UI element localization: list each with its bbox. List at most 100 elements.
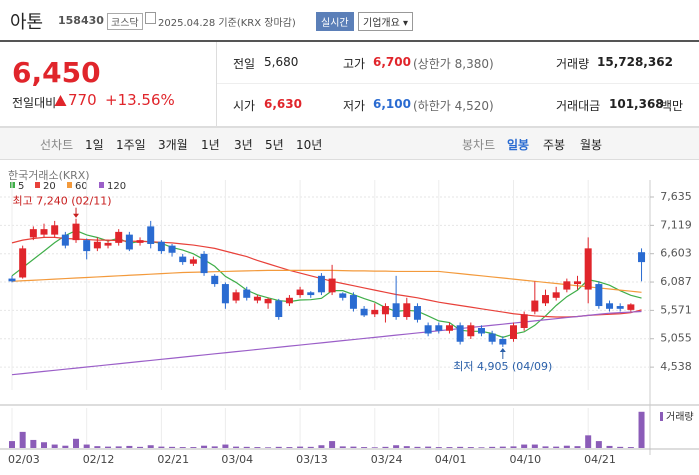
- tab[interactable]: 월봉: [580, 138, 603, 152]
- tab[interactable]: 1일: [85, 138, 104, 152]
- candle-body: [403, 303, 411, 318]
- candle-body: [606, 303, 614, 309]
- volume-bar: [339, 446, 346, 448]
- quote-label: 시가: [233, 99, 256, 113]
- tab[interactable]: 3년: [234, 138, 253, 152]
- volume-bar: [105, 446, 112, 448]
- volume-bar: [542, 446, 549, 448]
- volume-bar: [318, 445, 325, 448]
- candle-body: [83, 240, 91, 252]
- quote-value: 6,100: [373, 97, 411, 111]
- candle-body: [467, 325, 475, 337]
- candle-body: [328, 278, 336, 293]
- legend-swatch: [99, 182, 104, 188]
- y-tick-label: 7,635: [660, 190, 692, 203]
- candle-body: [381, 306, 389, 315]
- stock-name: 아톤: [10, 12, 44, 33]
- candle-body: [8, 278, 16, 282]
- source: 한국거래소(KRX): [8, 169, 90, 182]
- volume-bar: [9, 441, 15, 448]
- volume-bar: [371, 447, 378, 448]
- volume-bar: [137, 446, 144, 448]
- candle-body: [563, 281, 571, 290]
- quote-note: (상한가 8,380): [413, 57, 494, 71]
- candle-body: [595, 284, 603, 307]
- x-tick-label: 02/21: [157, 453, 189, 466]
- candle-body: [72, 223, 80, 241]
- tab[interactable]: 선차트: [40, 138, 74, 152]
- volume-bar: [222, 444, 229, 448]
- volume-bar: [638, 411, 645, 448]
- candle-body: [552, 292, 560, 298]
- quote-label: 거래량: [556, 57, 590, 71]
- volume-bar: [510, 446, 517, 448]
- annotation: 최저 4,905 (04/09): [453, 360, 552, 373]
- volume-bar: [83, 444, 90, 448]
- annotation-arrow: [499, 347, 506, 352]
- moving-average: [11, 269, 642, 293]
- tab[interactable]: 5년: [265, 138, 284, 152]
- candle-body: [232, 292, 240, 301]
- volume-bar: [169, 446, 176, 448]
- volume-bar: [19, 431, 26, 448]
- volume-bar: [521, 444, 528, 448]
- candle-body: [392, 303, 400, 318]
- tab[interactable]: 주봉: [543, 138, 566, 152]
- legend-label: 60: [75, 181, 88, 192]
- quote-note: (하한가 4,520): [413, 99, 494, 113]
- realtime-button[interactable]: 실시간: [316, 12, 354, 31]
- candle-body: [200, 253, 208, 274]
- volume-bar: [531, 444, 538, 448]
- candle-body: [477, 328, 485, 334]
- candle-body: [499, 339, 507, 345]
- company-button[interactable]: 기업개요 ▾: [358, 12, 414, 31]
- candle-body: [413, 306, 421, 320]
- candle-body: [61, 234, 69, 246]
- volume-bar: [489, 446, 496, 448]
- candle-body: [584, 248, 592, 290]
- candle-body: [189, 259, 197, 264]
- candle-body: [211, 275, 219, 285]
- y-tick-label: 5,571: [660, 303, 692, 316]
- volume-bar: [275, 446, 282, 448]
- y-tick-label: 5,055: [660, 332, 692, 345]
- volume-legend-swatch: [660, 412, 663, 421]
- volume-bar: [243, 446, 250, 448]
- candle-body: [424, 325, 432, 334]
- volume-bar: [457, 446, 464, 448]
- tab[interactable]: 1주일: [116, 138, 146, 152]
- candle-body: [317, 275, 325, 293]
- volume-bar: [297, 446, 304, 448]
- tab[interactable]: 3개월: [158, 138, 188, 152]
- calendar-icon: [145, 12, 156, 24]
- candle-body: [445, 325, 453, 331]
- candle-body: [179, 256, 187, 263]
- volume-bar: [595, 441, 602, 448]
- legend-swatch: [67, 182, 72, 188]
- legend-label: 20: [43, 181, 56, 192]
- tab[interactable]: 봉차트: [462, 138, 496, 152]
- tab[interactable]: 10년: [296, 138, 323, 152]
- volume-bar: [179, 447, 186, 448]
- volume-bar: [553, 446, 560, 448]
- annotation: 최고 7,240 (02/11): [13, 195, 112, 208]
- company-button-label: 기업개요: [363, 18, 400, 29]
- quote-value: 5,680: [264, 55, 299, 69]
- tab[interactable]: 일봉: [507, 138, 530, 152]
- quote-value: 101,368: [609, 97, 664, 111]
- volume-bar: [201, 445, 208, 448]
- x-tick-label: 02/12: [83, 453, 115, 466]
- y-tick-label: 7,119: [660, 218, 692, 231]
- change-pct: +13.56%: [105, 91, 175, 109]
- volume-bar: [254, 447, 261, 448]
- tab[interactable]: 1년: [201, 138, 220, 152]
- moving-average: [11, 236, 642, 318]
- volume-bar: [51, 444, 58, 448]
- candle-body: [253, 296, 261, 301]
- y-tick-label: 4,538: [660, 360, 692, 373]
- volume-bar: [467, 447, 474, 448]
- candle-body: [125, 234, 133, 250]
- volume-bar: [147, 445, 154, 448]
- quote-value: 15,728,362: [597, 55, 673, 69]
- volume-bar: [606, 445, 613, 448]
